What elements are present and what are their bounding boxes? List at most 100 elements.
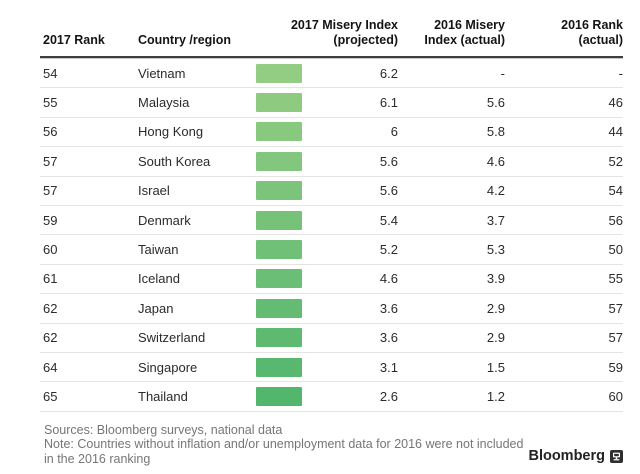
rank-2016-cell: 60 — [608, 388, 623, 404]
column-header-2017-misery-index: 2017 Misery Index (projected) — [290, 18, 398, 47]
country-cell: Malaysia — [138, 95, 190, 111]
footer: Sources: Bloomberg surveys, national dat… — [40, 423, 623, 467]
table-row: 56 Hong Kong 6 5.8 44 — [40, 118, 623, 148]
misery-2016-cell: 2.9 — [486, 300, 505, 316]
misery-2017-value: 6.1 — [379, 95, 398, 111]
country-cell: Hong Kong — [138, 124, 204, 140]
table-row: 55 Malaysia 6.1 5.6 46 — [40, 88, 623, 118]
bloomberg-logo: Bloomberg — [528, 448, 623, 466]
misery-2016-cell: 5.6 — [486, 95, 505, 111]
misery-2017-cell: 5.4 — [256, 210, 398, 230]
table-row: 62 Japan 3.6 2.9 57 — [40, 294, 623, 324]
misery-2017-value: 3.1 — [379, 359, 398, 375]
misery-color-bar — [256, 63, 302, 83]
rank-2017-cell: 65 — [43, 388, 58, 404]
misery-2017-value: 3.6 — [379, 330, 398, 346]
rank-2017-cell: 55 — [43, 95, 58, 111]
country-cell: Japan — [138, 300, 174, 316]
source-notes: Sources: Bloomberg surveys, national dat… — [40, 423, 528, 467]
misery-2016-cell: - — [500, 65, 505, 81]
country-cell: Thailand — [138, 388, 188, 404]
rank-2016-cell: 57 — [608, 330, 623, 346]
misery-2017-value: 5.6 — [379, 183, 398, 199]
misery-2016-cell: 3.9 — [486, 271, 505, 287]
table-row: 57 Israel 5.6 4.2 54 — [40, 177, 623, 206]
misery-2017-cell: 2.6 — [256, 386, 398, 406]
misery-2017-cell: 5.2 — [256, 240, 398, 260]
misery-2017-value: 5.6 — [379, 153, 398, 169]
column-header-2016-rank: 2016 Rank (actual) — [561, 18, 623, 47]
rank-2016-cell: 55 — [608, 271, 623, 287]
rank-2016-cell: 59 — [608, 359, 623, 375]
table-row: 65 Thailand 2.6 1.2 60 — [40, 382, 623, 412]
misery-2017-cell: 5.6 — [256, 151, 398, 171]
misery-2016-cell: 5.3 — [486, 242, 505, 258]
rank-2016-cell: 56 — [608, 212, 623, 228]
misery-color-bar — [256, 328, 302, 348]
misery-color-bar — [256, 298, 302, 318]
misery-color-bar — [256, 357, 302, 377]
rank-2017-cell: 60 — [43, 242, 58, 258]
misery-color-bar — [256, 93, 302, 113]
table-row: 57 South Korea 5.6 4.6 52 — [40, 147, 623, 177]
country-cell: Taiwan — [138, 242, 179, 258]
misery-2017-value: 2.6 — [379, 388, 398, 404]
misery-2017-cell: 6.1 — [256, 93, 398, 113]
rank-2016-cell: 44 — [608, 124, 623, 140]
bloomberg-logo-text: Bloomberg — [528, 448, 605, 465]
misery-color-bar — [256, 269, 302, 289]
misery-2017-cell: 3.6 — [256, 328, 398, 348]
misery-color-bar — [256, 240, 302, 260]
misery-2017-value: 4.6 — [379, 271, 398, 287]
misery-color-bar — [256, 181, 302, 201]
table-row: 54 Vietnam 6.2 - - — [40, 59, 623, 89]
rank-2017-cell: 59 — [43, 212, 58, 228]
misery-2016-cell: 1.2 — [486, 388, 505, 404]
column-header-2016-misery-index: 2016 Misery Index (actual) — [424, 18, 505, 47]
table-header: 2017 Rank Country /region 2017 Misery In… — [40, 0, 623, 58]
rank-2016-cell: 50 — [608, 242, 623, 258]
misery-2017-value: 3.6 — [379, 300, 398, 316]
country-cell: Vietnam — [138, 65, 186, 81]
table-row: 59 Denmark 5.4 3.7 56 — [40, 206, 623, 236]
misery-2017-value: 6.2 — [379, 65, 398, 81]
rank-2017-cell: 61 — [43, 271, 58, 287]
country-cell: Denmark — [138, 212, 191, 228]
sources-line: Sources: Bloomberg surveys, national dat… — [44, 422, 283, 437]
misery-2016-cell: 5.8 — [486, 124, 505, 140]
rank-2016-cell: 57 — [608, 300, 623, 316]
note-line: Note: Countries without inflation and/or… — [44, 437, 524, 466]
misery-color-bar — [256, 210, 302, 230]
column-header-country: Country /region — [138, 33, 232, 47]
table-row: 60 Taiwan 5.2 5.3 50 — [40, 235, 623, 265]
country-cell: Singapore — [138, 359, 198, 375]
rank-2017-cell: 57 — [43, 183, 58, 199]
misery-index-table: 2017 Rank Country /region 2017 Misery In… — [40, 0, 623, 466]
rank-2017-cell: 64 — [43, 359, 58, 375]
column-header-2017-rank: 2017 Rank — [43, 33, 105, 47]
table-body: 54 Vietnam 6.2 - - 55 Malaysia 6.1 5.6 4… — [40, 58, 623, 412]
table-row: 62 Switzerland 3.6 2.9 57 — [40, 324, 623, 353]
misery-2016-cell: 4.6 — [486, 153, 505, 169]
rank-2017-cell: 62 — [43, 330, 58, 346]
misery-2016-cell: 1.5 — [486, 359, 505, 375]
country-cell: Switzerland — [138, 330, 206, 346]
misery-color-bar — [256, 386, 302, 406]
misery-2017-cell: 3.1 — [256, 357, 398, 377]
misery-2016-cell: 2.9 — [486, 330, 505, 346]
misery-2017-cell: 6 — [256, 122, 398, 142]
misery-2017-value: 6 — [390, 124, 398, 140]
misery-2017-cell: 5.6 — [256, 181, 398, 201]
rank-2017-cell: 54 — [43, 65, 58, 81]
country-cell: South Korea — [138, 153, 211, 169]
misery-color-bar — [256, 151, 302, 171]
misery-2017-cell: 6.2 — [256, 63, 398, 83]
rank-2017-cell: 56 — [43, 124, 58, 140]
country-cell: Israel — [138, 183, 170, 199]
misery-2017-cell: 4.6 — [256, 269, 398, 289]
table-row: 64 Singapore 3.1 1.5 59 — [40, 353, 623, 383]
misery-2017-value: 5.2 — [379, 242, 398, 258]
rank-2017-cell: 57 — [43, 153, 58, 169]
misery-2016-cell: 4.2 — [486, 183, 505, 199]
rank-2016-cell: 54 — [608, 183, 623, 199]
